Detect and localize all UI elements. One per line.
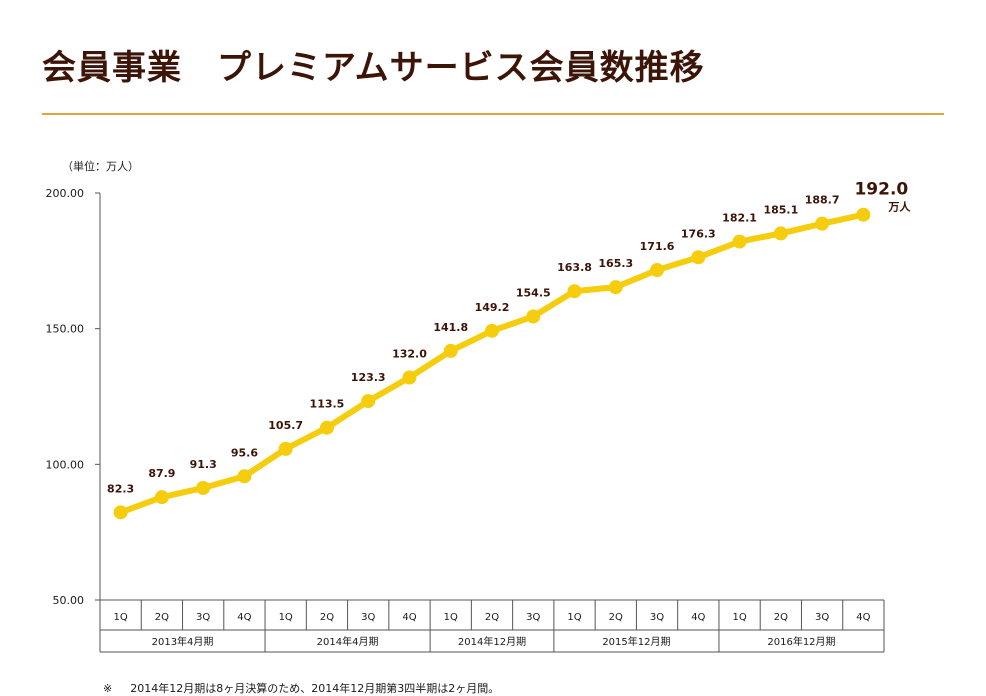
title-divider [42, 113, 944, 115]
data-point [443, 343, 458, 358]
data-label: 141.8 [433, 321, 468, 334]
x-period-label: 2015年12月期 [602, 635, 670, 648]
series-line [117, 211, 867, 516]
x-category-label: 4Q [237, 612, 251, 623]
y-tick-label: 100.00 [46, 458, 85, 471]
data-label: 182.1 [722, 212, 757, 225]
y-tick-label: 200.00 [46, 187, 85, 200]
unit-label: （単位：万人） [62, 160, 139, 173]
y-tick-label: 150.00 [46, 323, 85, 336]
data-label: 123.3 [351, 371, 386, 384]
x-category-label: 1Q [279, 612, 293, 623]
x-category-label: 3Q [196, 612, 210, 623]
data-point [319, 420, 334, 435]
x-category-label: 4Q [856, 612, 870, 623]
data-label: 188.7 [805, 194, 840, 207]
data-point [237, 469, 252, 484]
x-category-label: 2Q [774, 612, 788, 623]
x-category-label: 1Q [114, 612, 128, 623]
data-point [196, 480, 211, 495]
data-label: 87.9 [148, 467, 175, 480]
x-category-label: 3Q [526, 612, 540, 623]
x-category-label: 3Q [361, 612, 375, 623]
data-point [856, 207, 871, 222]
x-category-label: 3Q [815, 612, 829, 623]
data-label: 95.6 [231, 446, 258, 459]
data-label: 176.3 [681, 227, 716, 240]
x-period-label: 2013年4月期 [152, 635, 214, 648]
data-label: 163.8 [557, 261, 592, 274]
x-category-label: 1Q [567, 612, 581, 623]
data-label: 165.3 [598, 257, 633, 270]
x-period-label: 2016年12月期 [767, 635, 835, 648]
x-period-label: 2014年12月期 [458, 635, 526, 648]
data-point [650, 263, 665, 278]
data-label: 171.6 [640, 240, 675, 253]
data-point [361, 394, 376, 409]
data-point [485, 323, 499, 338]
x-category-label: 2Q [155, 612, 169, 623]
data-label: 113.5 [310, 398, 345, 411]
data-label: 105.7 [268, 419, 303, 432]
data-label: 91.3 [190, 458, 217, 471]
data-point [691, 250, 706, 265]
final-value-unit: 万人 [887, 200, 911, 214]
data-point [526, 309, 541, 324]
x-category-label: 1Q [732, 612, 746, 623]
final-value-label: 192.0 [854, 180, 908, 200]
footnote-text: 2014年12月期は8ヶ月決算のため、2014年12月期第3四半期は2ヶ月間。 [130, 682, 500, 695]
data-point [402, 370, 417, 385]
data-label: 154.5 [516, 286, 551, 299]
x-category-label: 2Q [320, 612, 334, 623]
x-category-label: 1Q [444, 612, 458, 623]
x-category-label: 2Q [485, 612, 499, 623]
x-category-label: 3Q [650, 612, 664, 623]
page-title: 会員事業 プレミアムサービス会員数推移 [42, 48, 705, 88]
x-category-label: 4Q [691, 612, 705, 623]
data-label: 149.2 [475, 301, 510, 314]
data-point [773, 226, 788, 241]
data-point [567, 284, 582, 299]
data-point [278, 441, 293, 456]
data-label: 185.1 [763, 203, 798, 216]
data-point [113, 505, 128, 520]
x-period-label: 2014年4月期 [317, 635, 379, 648]
x-category-label: 4Q [402, 612, 416, 623]
data-point [154, 490, 169, 505]
footnote-mark: ※ [103, 682, 113, 695]
data-point [815, 216, 830, 231]
data-point [732, 234, 747, 249]
footnote: ※ 2014年12月期は8ヶ月決算のため、2014年12月期第3四半期は2ヶ月間。 [103, 680, 499, 696]
y-tick-label: 50.00 [53, 594, 85, 607]
x-category-label: 2Q [609, 612, 623, 623]
data-label: 82.3 [107, 482, 134, 495]
data-point [608, 280, 623, 295]
data-label: 132.0 [392, 348, 427, 361]
